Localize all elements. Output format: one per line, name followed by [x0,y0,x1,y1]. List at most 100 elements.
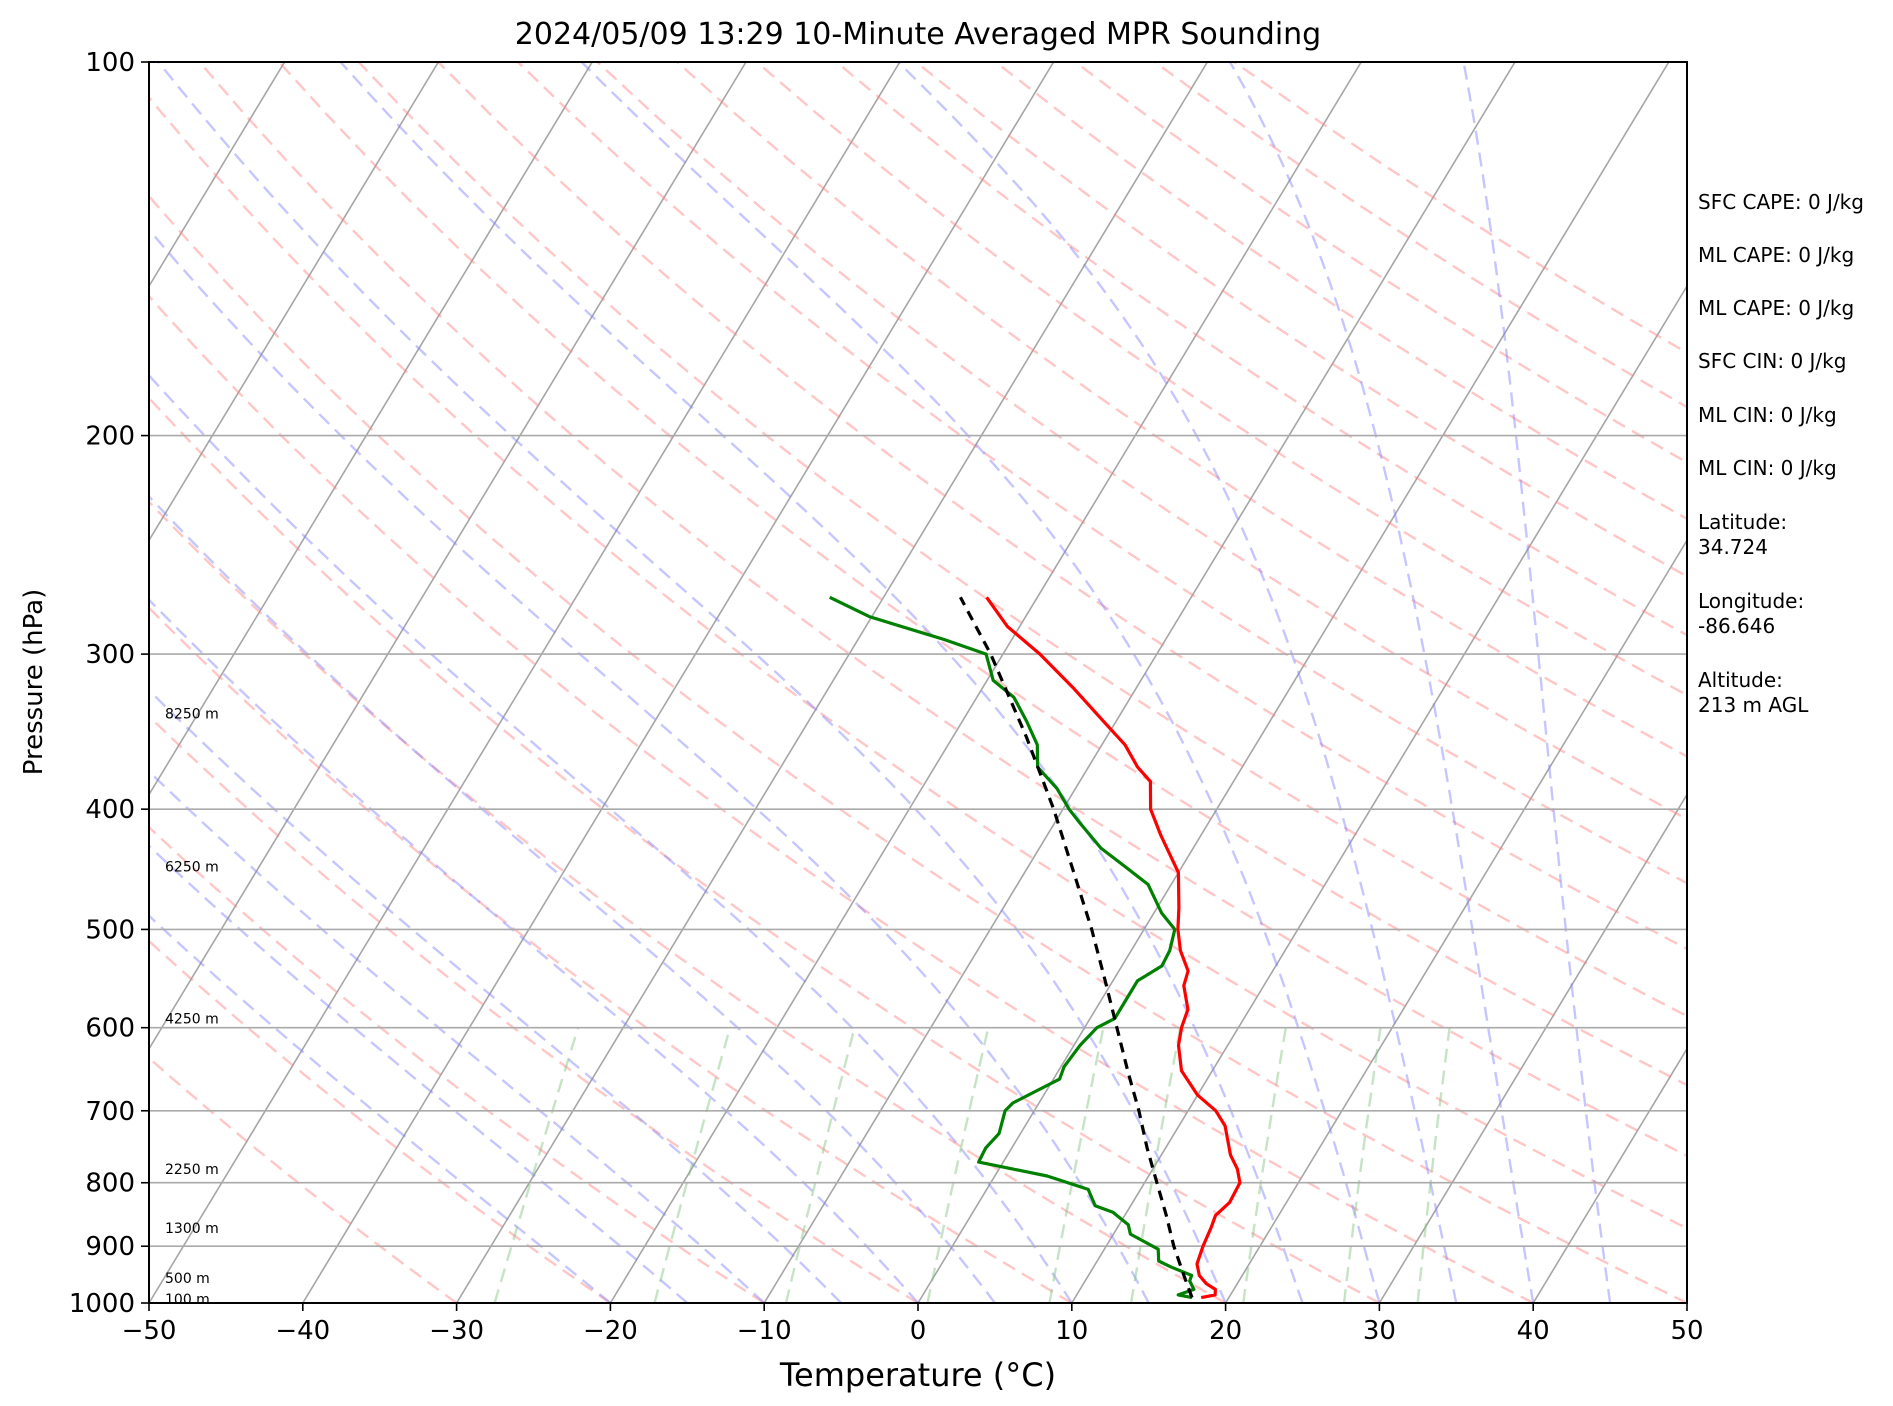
mixing-ratio-line [926,1027,990,1303]
temperature-line [985,596,1242,1300]
x-tick-label: 20 [1209,1316,1242,1346]
x-tick-label: −20 [583,1316,638,1346]
dry-adiabat-line [149,95,1687,1230]
sounding-series [829,595,1242,1300]
y-tick-label: 300 [85,640,135,670]
moist-adiabat-line [149,227,1150,1303]
y-tick-label: 400 [85,795,135,825]
isotherm-line [763,62,1516,1303]
info-panel-item: ML CAPE: 0 J/kg [1698,243,1855,267]
mixing-ratio-line [1342,1027,1382,1303]
x-tick-label: −50 [122,1316,177,1346]
dry-adiabat-line [149,714,919,1303]
dry-adiabat-line [149,396,1380,1303]
dry-adiabat-line [149,1056,458,1303]
moist-adiabat-line [157,62,1227,1303]
isotherm-line [1532,1047,1687,1303]
moist-adiabat-line [1462,62,1612,1303]
isotherm-line [609,62,1362,1303]
height-label: 4250 m [165,1012,219,1028]
moist-adiabat-line [149,494,996,1303]
moist-adiabat-line [149,844,689,1303]
mixing-ratio-line [1048,1027,1105,1303]
isotherm-line [149,62,747,1051]
mixing-ratio-line [784,1027,856,1303]
dry-adiabat-line [437,62,1687,951]
dry-adiabat-line [596,62,1687,821]
info-panel-item: ML CAPE: 0 J/kg [1698,296,1855,320]
y-tick-label: 900 [85,1232,135,1262]
dry-adiabat-line [357,62,1687,1018]
x-tick-label: −10 [737,1316,792,1346]
y-axis-label: Pressure (hPa) [19,589,49,776]
isotherm-line [149,62,901,1303]
dry-adiabat-line [278,62,1687,1087]
isotherm-line [149,62,286,288]
mixing-ratio-line [493,1027,580,1303]
moist-adiabat-line [149,688,842,1303]
info-panel-item: Longitude: -86.646 [1698,589,1805,638]
x-tick-label: −30 [429,1316,484,1346]
x-tick-label: 30 [1363,1316,1396,1346]
height-label: 1300 m [165,1221,219,1237]
x-tick-label: 10 [1055,1316,1088,1346]
x-axis-label: Temperature (°C) [779,1356,1056,1394]
dry-adiabat-line [676,62,1687,758]
isotherm-line [149,62,593,797]
moist-adiabat-line [149,598,919,1303]
moist-adiabat-line [897,62,1458,1303]
dry-adiabat-line [198,62,1687,1158]
moist-adiabat-line [1228,62,1535,1303]
moist-adiabat-line [339,62,1304,1303]
dry-adiabat-line [835,62,1687,637]
isotherm-line [1378,793,1687,1303]
isotherm-line [1224,538,1687,1303]
y-axis-ticks: 100 200 300 400 500 600 700 800 900 1000 [69,48,149,1319]
y-tick-label: 700 [85,1097,135,1127]
dry-adiabat-line [517,62,1687,885]
moist-adiabat-line [149,914,612,1303]
isotherm-line [149,62,440,542]
info-panel-item: Altitude: 213 m AGL [1698,668,1809,717]
x-tick-label: 40 [1517,1316,1550,1346]
parcel-profile-line [958,596,1194,1299]
info-panel-item: SFC CAPE: 0 J/kg [1698,190,1864,214]
mixing-ratio-line [653,1027,732,1303]
y-tick-label: 600 [85,1014,135,1044]
dry-adiabat-line [149,294,1534,1303]
isotherm-line [455,62,1209,1303]
info-panel-item: Latitude: 34.724 [1698,510,1788,559]
dewpoint-line [829,595,1196,1300]
moist-adiabat-line [580,62,1381,1303]
info-panel-item: ML CIN: 0 J/kg [1698,403,1837,427]
dry-adiabat-line [149,500,1227,1303]
info-panel-item: ML CIN: 0 J/kg [1698,456,1837,480]
isotherm-line [302,62,1055,1303]
y-tick-label: 500 [85,915,135,945]
reference-lines [149,62,1687,1303]
dry-adiabat-line [756,62,1687,697]
height-label: 2250 m [165,1162,219,1178]
height-label: 8250 m [165,707,219,723]
height-label: 6250 m [165,860,219,876]
x-axis-ticks: −50 −40 −30 −20 −10 0 10 20 30 40 50 [122,1303,1704,1346]
y-tick-label: 100 [85,48,135,78]
moist-adiabat-line [149,373,1073,1303]
x-tick-label: 0 [910,1316,927,1346]
mixing-ratio-line [1129,1027,1182,1303]
height-label: 500 m [165,1271,210,1287]
dry-adiabat-line [149,606,1073,1303]
x-tick-label: 50 [1670,1316,1703,1346]
dry-adiabat-line [149,825,765,1303]
x-tick-label: −40 [275,1316,330,1346]
y-tick-label: 1000 [69,1289,135,1319]
height-label: 100 m [165,1292,210,1308]
dry-adiabat-line [149,194,1687,1303]
isotherm-line [917,62,1670,1303]
height-labels: 100 m 500 m 1300 m 2250 m 4250 m 6250 m 8250 m [165,707,219,1309]
y-tick-label: 800 [85,1169,135,1199]
info-panel-item: SFC CIN: 0 J/kg [1698,349,1847,373]
y-tick-label: 200 [85,422,135,452]
chart-title: 2024/05/09 13:29 10-Minute Averaged MPR … [515,17,1321,52]
